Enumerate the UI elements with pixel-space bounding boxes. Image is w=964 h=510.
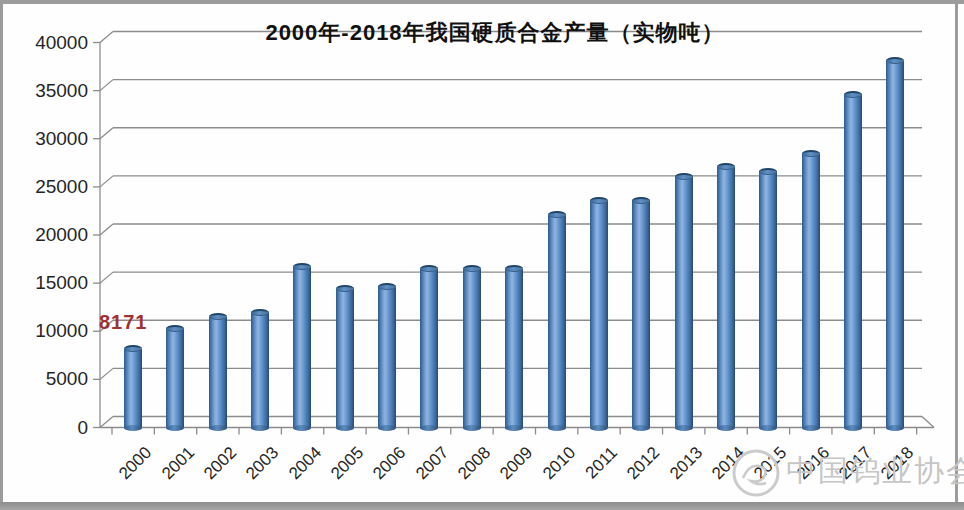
bar <box>378 286 396 427</box>
y-axis-label: 30000 <box>28 128 88 150</box>
y-axis-label: 10000 <box>28 320 88 342</box>
gridline-hook <box>100 417 113 428</box>
bar-cap <box>844 91 862 98</box>
bar <box>505 269 523 428</box>
y-axis-label: 20000 <box>28 224 88 246</box>
bar-cap <box>166 325 184 332</box>
bar <box>124 349 142 428</box>
gridline-hook <box>100 80 113 91</box>
bar <box>759 171 777 427</box>
floor-right-edge <box>922 417 934 428</box>
bar <box>293 267 311 428</box>
bar-base <box>590 425 608 431</box>
bar <box>336 289 354 428</box>
bar-chart: 0 5000 10000 15000 20000 25000 30000 35000 40000… <box>0 0 964 510</box>
watermark-label: 中国钨业协会 <box>786 451 964 492</box>
y-axis-label: 15000 <box>28 272 88 294</box>
bar-base <box>886 425 904 431</box>
bar <box>802 153 820 427</box>
bar-base <box>463 425 481 431</box>
gridline-hook <box>100 128 113 139</box>
bar <box>717 167 735 428</box>
y-axis-label: 5000 <box>28 368 88 390</box>
bar <box>463 269 481 428</box>
bar <box>675 176 693 427</box>
bar-base <box>802 425 820 431</box>
data-label-first-bar: 8171 <box>99 311 148 334</box>
bar-base <box>124 425 142 431</box>
bar-cap <box>675 173 693 180</box>
bar <box>590 200 608 427</box>
bar-base <box>378 425 396 431</box>
bar-base <box>632 425 650 431</box>
bar <box>209 317 227 428</box>
bar-base <box>759 425 777 431</box>
bar-base <box>336 425 354 431</box>
bar-cap <box>802 150 820 157</box>
bar-cap <box>590 197 608 204</box>
bar-base <box>166 425 184 431</box>
watermark-logo-icon <box>731 448 781 498</box>
bar <box>886 61 904 428</box>
bar-base <box>251 425 269 431</box>
chart-title: 2000年-2018年我国硬质合金产量（实物吨） <box>95 18 895 48</box>
bar <box>420 269 438 428</box>
gridline-hook <box>100 368 113 379</box>
bar-base <box>717 425 735 431</box>
bar-base <box>548 425 566 431</box>
bar <box>632 200 650 427</box>
bar <box>251 312 269 428</box>
bar <box>844 94 862 427</box>
y-axis-label: 0 <box>28 417 88 439</box>
bar-base <box>844 425 862 431</box>
bar-base <box>675 425 693 431</box>
bar-base <box>505 425 523 431</box>
gridline-hook <box>100 224 113 235</box>
bar-base <box>209 425 227 431</box>
gridline-hook <box>100 272 113 283</box>
gridline-hook <box>100 176 113 187</box>
y-axis-label: 40000 <box>28 32 88 54</box>
bar <box>166 328 184 427</box>
bar <box>548 215 566 428</box>
screenshot-root: 2000年-2018年我国硬质合金产量（实物吨） 0 5000 10000 15000… <box>0 0 964 510</box>
y-axis-label: 35000 <box>28 80 88 102</box>
y-axis-label: 25000 <box>28 176 88 198</box>
bar-base <box>293 425 311 431</box>
bar-cap <box>378 283 396 290</box>
bar-cap <box>632 197 650 204</box>
bar-cap <box>251 309 269 316</box>
bar-base <box>420 425 438 431</box>
